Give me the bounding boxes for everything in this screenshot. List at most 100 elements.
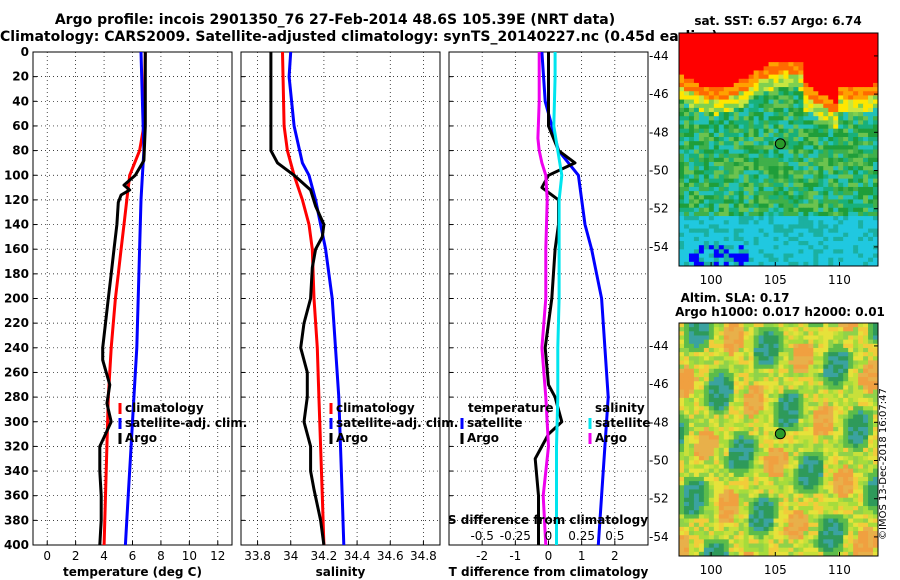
- sst-map-cell: [808, 74, 814, 80]
- sst-map-cell: [833, 203, 839, 209]
- sst-map-cell: [873, 87, 879, 92]
- sst-map-cell: [693, 195, 700, 200]
- sla-map-cell: [698, 493, 705, 499]
- sst-map-cell: [783, 232, 789, 238]
- sla-map-cell: [818, 385, 824, 391]
- sla-map-cell: [703, 352, 710, 357]
- sla-map-cell: [873, 518, 879, 524]
- sla-map-cell: [743, 389, 750, 395]
- sst-map-cell: [698, 203, 705, 209]
- sla-map-cell: [753, 372, 760, 378]
- sla-map-cell: [823, 335, 829, 341]
- sla-map-cell: [848, 443, 854, 449]
- sst-map-cell: [713, 161, 720, 167]
- sla-map-cell: [863, 468, 869, 474]
- sst-map-cell: [728, 166, 735, 171]
- sst-map-cell: [708, 103, 715, 109]
- sst-map-cell: [679, 203, 685, 209]
- sst-map-cell: [768, 249, 775, 255]
- sst-map-cell: [693, 236, 700, 242]
- sla-map-cell: [679, 506, 685, 511]
- sla-map-cell: [738, 510, 745, 515]
- sst-map-cell: [758, 62, 765, 67]
- sla-map-ytick-label: -44: [649, 339, 669, 353]
- sst-map-ytick-label: -44: [649, 49, 669, 63]
- sla-map-cell: [853, 327, 859, 332]
- sla-map-cell: [728, 422, 735, 428]
- sst-map-cell: [793, 103, 799, 109]
- sla-map-cell: [773, 385, 779, 391]
- sla-map-cell: [853, 522, 859, 528]
- sst-map-cell: [818, 224, 824, 230]
- sla-map-cell: [743, 377, 750, 382]
- sst-map-cell: [793, 253, 799, 259]
- sla-map-cell: [679, 360, 685, 366]
- sla-map-cell: [743, 381, 750, 386]
- sst-map-cell: [708, 191, 715, 196]
- sla-map-cell: [868, 435, 874, 440]
- sla-map-cell: [793, 331, 799, 336]
- sla-map-cell: [838, 539, 844, 545]
- sla-map-cell: [828, 377, 834, 382]
- sst-map-cell: [683, 103, 690, 109]
- sst-map-cell: [793, 37, 799, 42]
- sst-map-cell: [823, 41, 829, 46]
- sst-map-cell: [753, 116, 760, 121]
- sst-map-cell: [863, 82, 869, 88]
- sla-map-cell: [813, 514, 819, 520]
- sst-map-cell: [808, 103, 814, 109]
- depth-tick-label: 400: [4, 538, 29, 552]
- sst-map-cell: [853, 199, 859, 205]
- sst-map-cell: [748, 112, 755, 117]
- sla-map-cell: [848, 406, 854, 411]
- diff-legend-s-argo-label: Argo: [595, 431, 627, 445]
- sla-map-cell: [688, 427, 695, 432]
- sst-map-cell: [758, 107, 765, 113]
- sst-map-cell: [818, 216, 824, 221]
- sla-map-cell: [848, 510, 854, 515]
- sst-map-cell: [703, 203, 710, 209]
- sst-map-cell: [813, 103, 819, 109]
- sla-map-cell: [703, 543, 710, 549]
- sla-map-cell: [773, 331, 779, 336]
- sst-map-cell: [738, 191, 745, 196]
- sst-map-cell: [748, 195, 755, 200]
- sla-map-cell: [823, 539, 829, 545]
- sla-map-cell: [718, 327, 725, 332]
- sla-map-cell: [698, 489, 705, 495]
- sla-map-cell: [783, 327, 789, 332]
- sst-map-cell: [688, 41, 695, 46]
- sla-map-cell: [683, 393, 690, 399]
- sla-map-cell: [728, 535, 735, 540]
- sst-map-cell: [773, 207, 779, 213]
- sla-map-cell: [723, 402, 730, 407]
- sla-map-cell: [788, 497, 794, 503]
- diff-legend-t-argo-label: Argo: [467, 431, 499, 445]
- sla-map-cell: [758, 372, 765, 378]
- sst-map-cell: [728, 57, 735, 63]
- sla-map-cell: [828, 510, 834, 515]
- sst-map-cell: [778, 253, 784, 259]
- sla-map-cell: [723, 381, 730, 386]
- sla-map-cell: [733, 439, 740, 445]
- sst-map-cell: [813, 166, 819, 171]
- sla-map-cell: [858, 360, 864, 366]
- sst-map-cell: [863, 53, 869, 59]
- sst-map-cell: [703, 33, 710, 38]
- sla-map-cell: [848, 422, 854, 428]
- sla-map-cell: [723, 439, 730, 445]
- sst-map-cell: [843, 166, 849, 171]
- sla-map-cell: [703, 535, 710, 540]
- sla-map-cell: [708, 497, 715, 503]
- sst-map-cell: [828, 191, 834, 196]
- sla-map-cell: [863, 352, 869, 357]
- sst-map-cell: [703, 195, 710, 200]
- sla-map-cell: [698, 352, 705, 357]
- sla-map-cell: [748, 468, 755, 474]
- sst-map-cell: [763, 112, 770, 117]
- sla-map-cell: [758, 360, 765, 366]
- sst-map-cell: [833, 128, 839, 134]
- sla-map-cell: [858, 356, 864, 361]
- sst-map-cell: [803, 186, 809, 192]
- sst-map-cell: [708, 137, 715, 142]
